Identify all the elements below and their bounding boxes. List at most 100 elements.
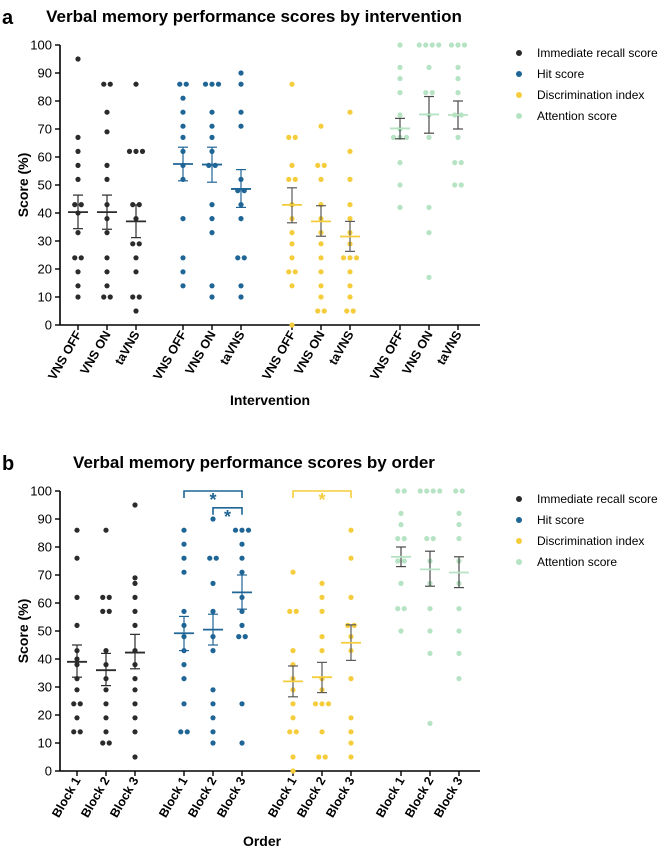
data-point	[423, 90, 429, 96]
data-point	[397, 42, 403, 48]
y-tick-label: 0	[45, 764, 52, 779]
data-point	[77, 729, 83, 735]
data-point	[453, 488, 459, 494]
data-point	[456, 536, 462, 542]
chart-a-ylabel: Score (%)	[15, 153, 31, 218]
data-point	[347, 148, 353, 154]
data-point	[207, 555, 213, 561]
data-point	[290, 768, 296, 774]
data-point	[74, 622, 80, 629]
significance-bracket	[183, 490, 243, 498]
data-point	[132, 729, 138, 735]
data-point	[319, 634, 325, 640]
y-tick-label: 40	[38, 206, 52, 221]
data-point	[290, 715, 296, 721]
data-point	[340, 255, 347, 261]
data-point	[75, 283, 81, 289]
data-point	[452, 182, 458, 188]
y-tick-label: 100	[30, 484, 52, 499]
data-point	[348, 676, 354, 682]
data-point	[72, 202, 78, 208]
data-point	[133, 308, 139, 314]
legend-marker	[516, 517, 522, 523]
data-point	[395, 606, 401, 612]
data-point	[292, 176, 298, 182]
data-point	[319, 729, 325, 735]
data-point	[75, 56, 81, 62]
data-point	[395, 488, 401, 494]
data-point	[107, 81, 113, 87]
data-point	[130, 241, 136, 247]
data-point	[104, 255, 110, 261]
chart-b-xlabel: Order	[243, 833, 282, 849]
data-point	[319, 608, 325, 615]
data-point	[347, 283, 353, 289]
data-point	[210, 701, 216, 707]
data-point	[133, 148, 139, 154]
y-tick-label: 20	[38, 708, 52, 723]
data-point	[436, 42, 442, 48]
data-point	[397, 182, 403, 188]
data-point	[209, 230, 215, 236]
data-point	[315, 162, 321, 168]
y-tick-label: 70	[38, 568, 52, 583]
data-point	[210, 648, 216, 654]
data-point	[456, 628, 462, 634]
y-tick-label: 20	[38, 262, 52, 277]
data-point	[238, 294, 244, 300]
x-tick-label: VNS OFF	[45, 328, 84, 382]
y-tick-label: 0	[45, 318, 52, 333]
data-point	[209, 134, 215, 140]
data-point	[289, 255, 295, 261]
data-point	[74, 527, 80, 533]
data-point	[322, 754, 328, 760]
data-point	[458, 160, 464, 166]
data-point	[401, 606, 407, 612]
data-point	[455, 64, 461, 70]
data-point	[458, 182, 464, 188]
data-point	[289, 230, 295, 236]
data-point	[293, 608, 299, 615]
data-point	[238, 216, 244, 222]
data-point	[287, 729, 293, 735]
significance-bracket	[212, 507, 243, 515]
data-point	[427, 720, 433, 727]
data-point	[106, 740, 112, 746]
data-point	[236, 634, 242, 640]
data-point	[242, 634, 248, 640]
data-point	[429, 90, 435, 96]
data-point	[239, 622, 245, 629]
data-point	[347, 269, 353, 275]
data-point	[318, 123, 324, 129]
x-tick-label: VNS OFF	[259, 328, 298, 382]
legend-label: Hit score	[537, 67, 585, 81]
y-tick-label: 70	[38, 122, 52, 137]
data-point	[423, 42, 429, 48]
data-point	[430, 488, 436, 494]
data-point	[132, 575, 138, 581]
data-point	[103, 729, 109, 735]
data-point	[290, 648, 296, 654]
data-point	[448, 42, 455, 48]
data-point	[292, 134, 298, 140]
data-point	[77, 701, 83, 707]
data-point	[312, 701, 319, 707]
y-tick-label: 50	[38, 624, 52, 639]
data-point	[74, 715, 80, 721]
data-point	[348, 729, 354, 735]
data-point	[75, 162, 81, 168]
data-point	[459, 488, 465, 494]
data-point	[104, 269, 110, 275]
data-point	[427, 628, 433, 634]
data-point	[416, 42, 422, 48]
x-tick-label: VNS OFF	[150, 328, 189, 382]
data-point	[183, 81, 189, 87]
data-point	[348, 754, 354, 760]
data-point	[133, 269, 139, 275]
data-point	[210, 715, 216, 721]
data-point	[136, 241, 142, 247]
chart-b-ylabel: Score (%)	[15, 599, 31, 664]
data-point	[238, 283, 244, 289]
data-point	[177, 81, 183, 87]
data-point	[239, 701, 245, 707]
